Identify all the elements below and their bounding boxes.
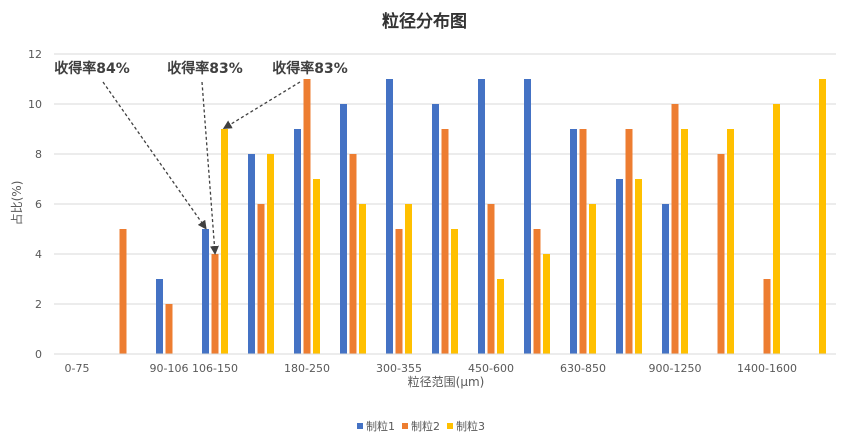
- x-tick-label: 300-355: [376, 362, 422, 375]
- annotation-arrow: [102, 81, 207, 230]
- annotation-label: 收得率83%: [167, 60, 243, 77]
- y-axis-label: 占比(%): [9, 181, 24, 226]
- legend-swatch: [402, 423, 408, 429]
- bar: [671, 104, 679, 354]
- y-tick-label: 12: [28, 48, 42, 61]
- y-tick-label: 6: [35, 198, 42, 211]
- bar: [681, 129, 688, 354]
- x-axis-ticks: 0-75 90-106 106-150 180-250 300-355 450-600 63…: [65, 362, 797, 375]
- bar: [635, 179, 642, 354]
- bar: [441, 129, 449, 354]
- x-tick-label: 1400-1600: [737, 362, 797, 375]
- annotation-label: 收得率84%: [54, 60, 130, 77]
- bar: [221, 129, 228, 354]
- bar: [359, 204, 366, 354]
- x-tick-label: 450-600: [468, 362, 514, 375]
- bar: [533, 229, 541, 354]
- bar: [773, 104, 780, 354]
- bars: [119, 79, 826, 354]
- y-tick-label: 10: [28, 98, 42, 111]
- bar: [202, 229, 209, 354]
- bar: [570, 129, 577, 354]
- bar: [497, 279, 504, 354]
- bar: [589, 204, 596, 354]
- x-axis-label: 粒径范围(μm): [408, 374, 485, 389]
- bar: [119, 229, 127, 354]
- bar: [248, 154, 255, 354]
- bar: [395, 229, 403, 354]
- bar: [662, 204, 669, 354]
- legend-label: 制粒2: [411, 419, 440, 433]
- y-tick-label: 4: [35, 248, 42, 261]
- legend-label: 制粒1: [366, 419, 395, 433]
- y-axis-ticks: 0 2 4 6 8 10 12: [28, 48, 42, 361]
- x-tick-label: 180-250: [284, 362, 330, 375]
- bar: [432, 104, 439, 354]
- bar: [165, 304, 173, 354]
- bar: [257, 204, 265, 354]
- bar: [487, 204, 495, 354]
- y-tick-label: 0: [35, 348, 42, 361]
- x-tick-label: 630-850: [560, 362, 606, 375]
- annotation-label: 收得率83%: [272, 60, 348, 77]
- bar: [625, 129, 633, 354]
- y-tick-label: 2: [35, 298, 42, 311]
- bar: [727, 129, 734, 354]
- bar: [313, 179, 320, 354]
- x-tick-label: 106-150: [192, 362, 238, 375]
- annotations: 收得率84% 收得率83% 收得率83%: [54, 60, 348, 255]
- annotation-arrow: [222, 81, 301, 130]
- bar: [543, 254, 550, 354]
- bar: [386, 79, 393, 354]
- legend: 制粒1 制粒2 制粒3: [357, 419, 485, 433]
- chart-title: 粒径分布图: [382, 11, 467, 32]
- bar: [763, 279, 771, 354]
- legend-swatch: [357, 423, 363, 429]
- legend-label: 制粒3: [456, 419, 485, 433]
- bar: [211, 254, 219, 354]
- bar: [819, 79, 826, 354]
- bar: [405, 204, 412, 354]
- bar: [303, 79, 311, 354]
- bar: [349, 154, 357, 354]
- bar: [478, 79, 485, 354]
- bar: [579, 129, 587, 354]
- legend-swatch: [447, 423, 453, 429]
- bar: [294, 129, 301, 354]
- bar: [267, 154, 274, 354]
- annotation-arrow: [201, 81, 219, 255]
- x-tick-label: 0-75: [65, 362, 90, 375]
- bar: [717, 154, 725, 354]
- x-tick-label: 900-1250: [649, 362, 702, 375]
- bar: [156, 279, 163, 354]
- x-tick-label: 90-106: [150, 362, 189, 375]
- bar: [340, 104, 347, 354]
- bar: [451, 229, 458, 354]
- bar: [524, 79, 531, 354]
- bar: [616, 179, 623, 354]
- y-tick-label: 8: [35, 148, 42, 161]
